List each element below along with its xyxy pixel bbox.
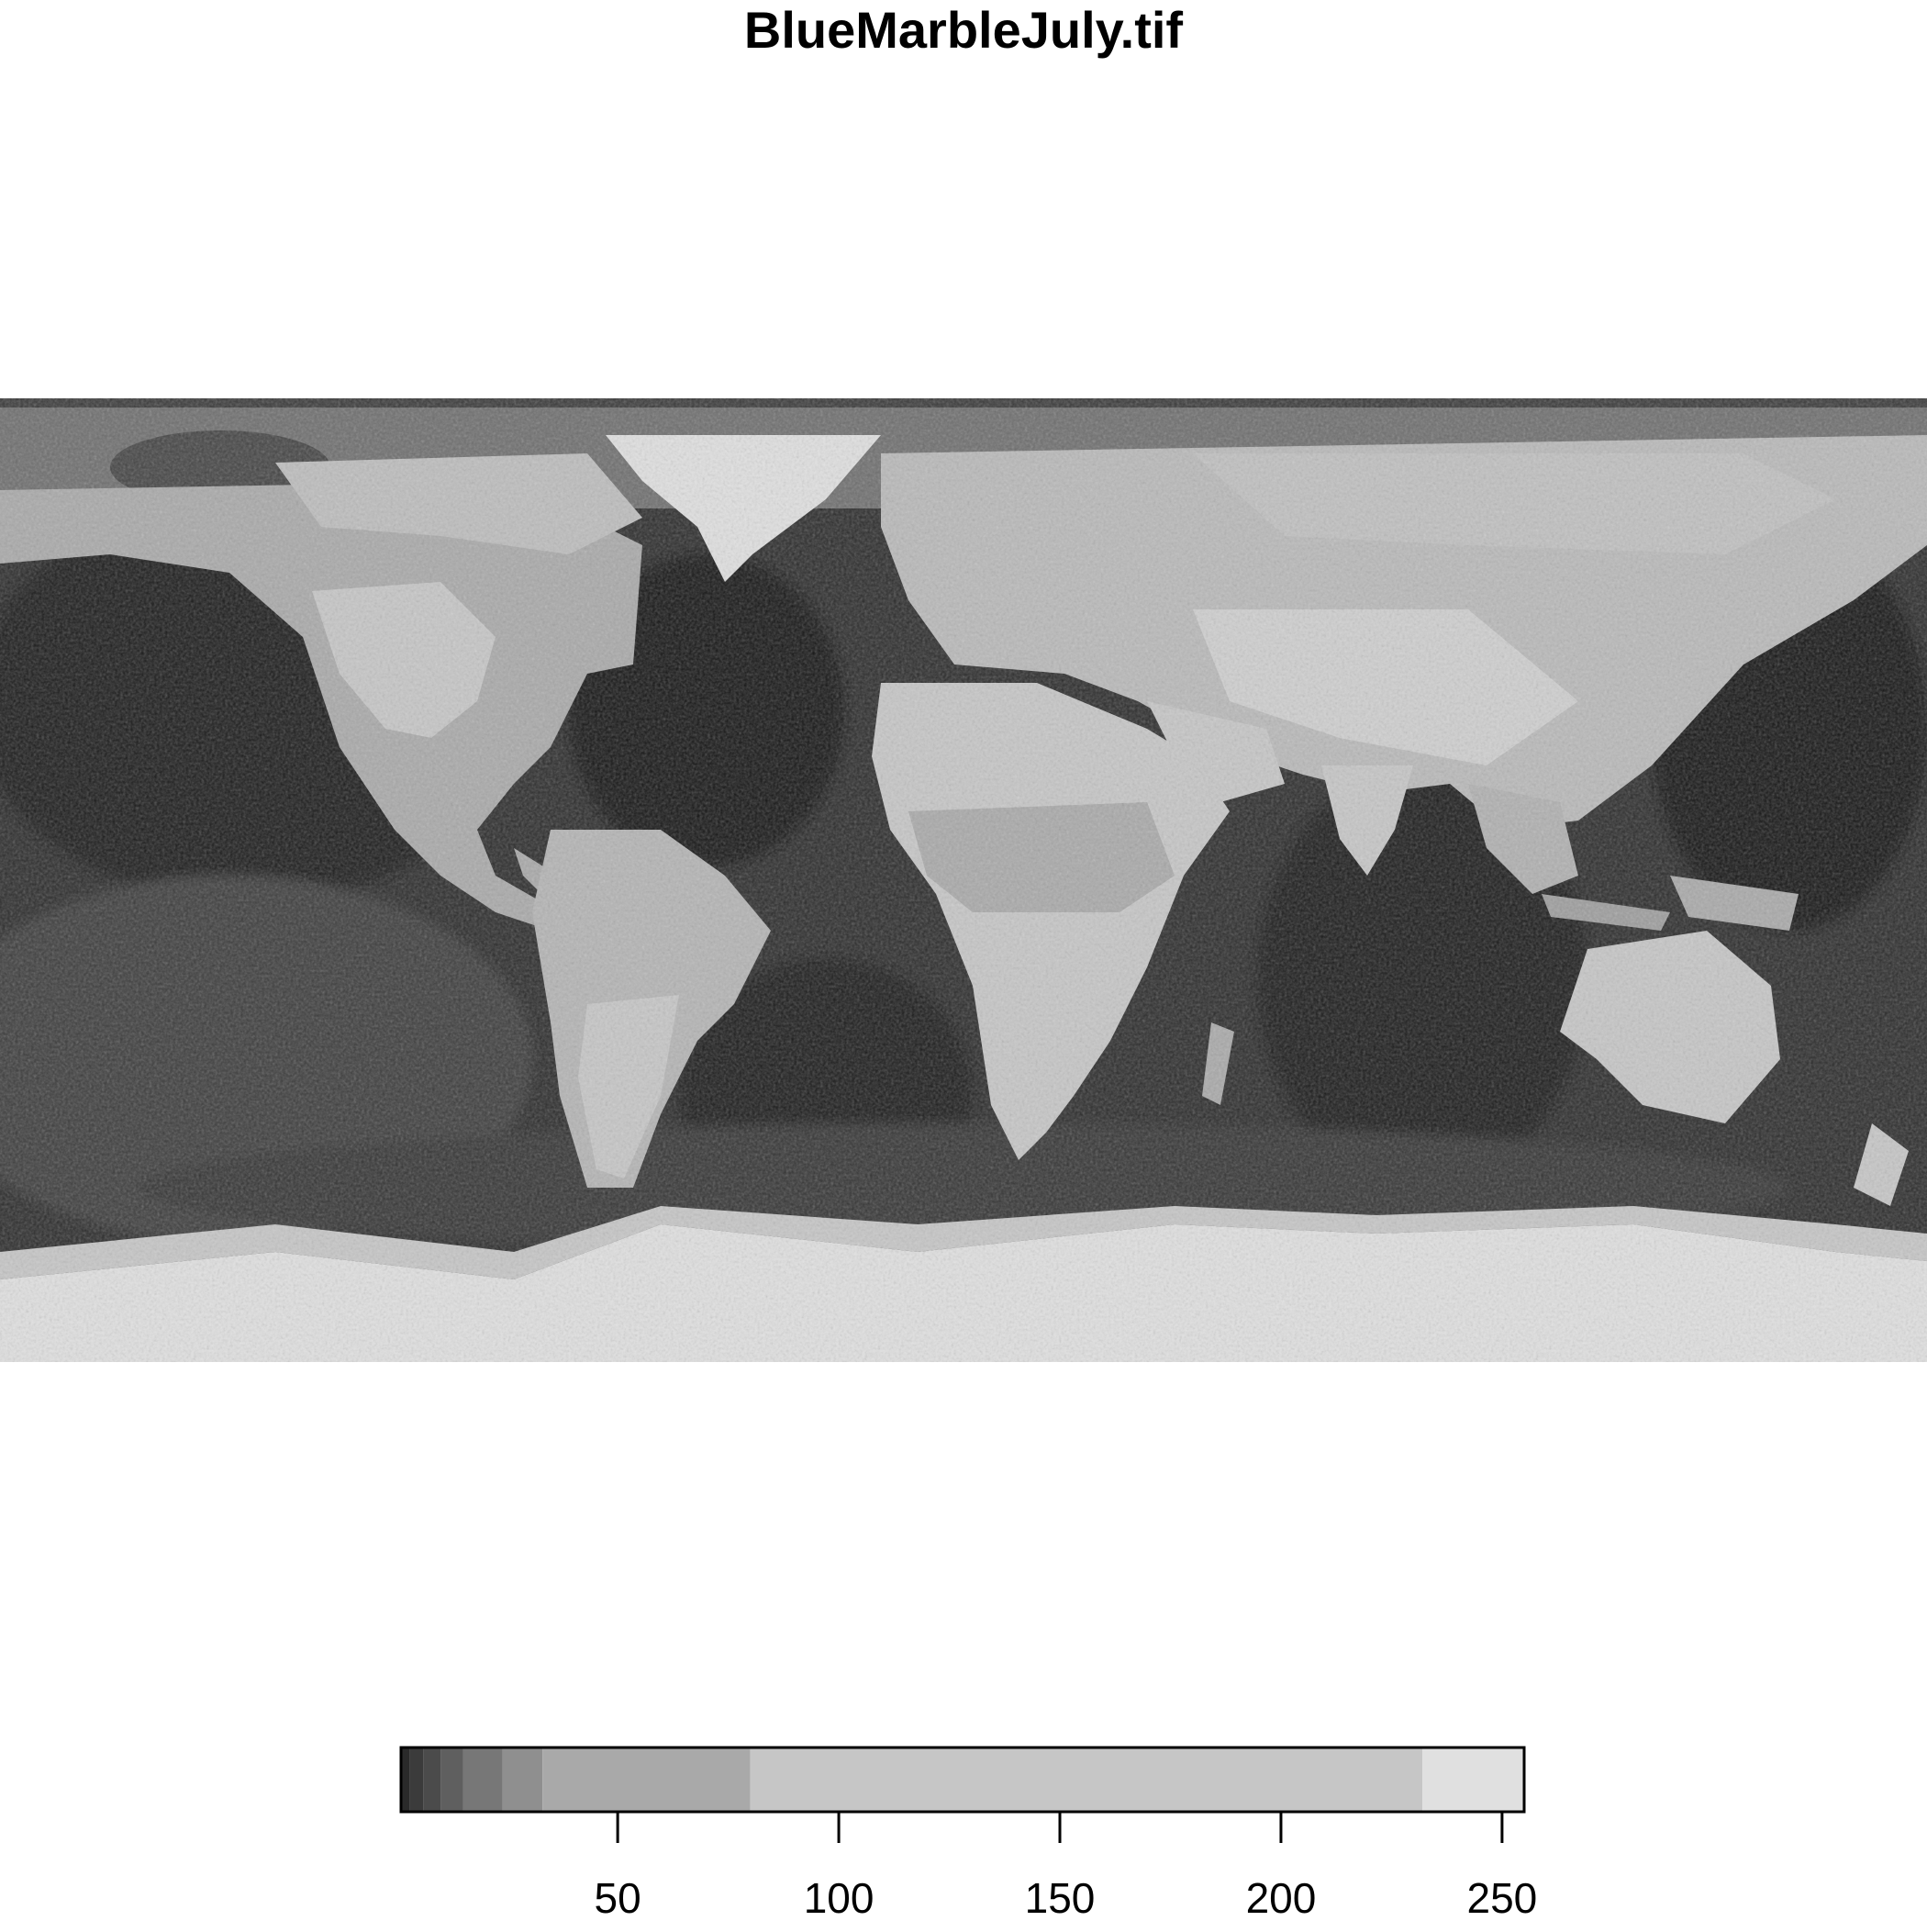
colorbar-swatch [750,1748,1423,1812]
legend-colorbar: 50 100 150 200 250 [0,1725,1927,1927]
raster-grain [0,398,1927,1362]
colorbar-tick-label: 200 [1246,1874,1317,1922]
colorbar-swatch [1422,1748,1524,1812]
colorbar-swatch [409,1748,424,1812]
colorbar-frame [399,1746,1526,1814]
world-raster [0,398,1927,1362]
colorbar-swatch [542,1748,751,1812]
colorbar-swatch [440,1748,463,1812]
colorbar-ticks: 50 100 150 200 250 [595,1812,1538,1922]
colorbar-svg: 50 100 150 200 250 [399,1746,1538,1922]
colorbar-tick-label: 100 [804,1874,874,1922]
raster-map [0,398,1927,1362]
colorbar-swatch [462,1748,503,1812]
plot-title: BlueMarbleJuly.tif [743,1,1184,59]
colorbar-tick-label: 50 [595,1874,641,1922]
colorbar-tick-label: 250 [1467,1874,1538,1922]
colorbar-swatch [423,1748,441,1812]
colorbar-swatches [401,1748,1524,1812]
colorbar-swatch [502,1748,543,1812]
colorbar-swatch [401,1748,410,1812]
colorbar-tick-label: 150 [1025,1874,1096,1922]
